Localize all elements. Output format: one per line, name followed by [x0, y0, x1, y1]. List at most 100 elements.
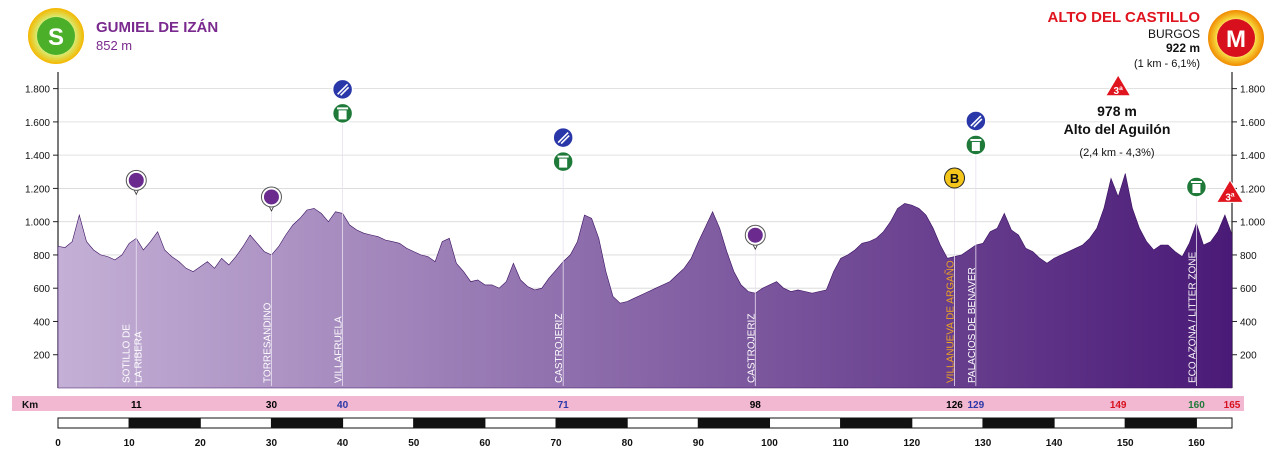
- x-tick-label: 30: [266, 438, 278, 449]
- elevation-profile-area: [57, 173, 1233, 389]
- bin-lid: [557, 155, 569, 158]
- climb-name: Alto del Aguilón: [1064, 121, 1171, 137]
- bin-body: [338, 110, 347, 120]
- y-tick-label-right: 800: [1240, 251, 1257, 262]
- x-tick-label: 150: [1117, 438, 1134, 449]
- climb-triangle: [1215, 179, 1245, 203]
- scale-segment: [199, 417, 272, 429]
- scale-segment: [840, 417, 913, 429]
- place-label: TORRESANDINO: [262, 302, 273, 383]
- km-strip-value: 30: [266, 400, 278, 411]
- bonus-letter: B: [950, 171, 959, 186]
- y-tick-label-right: 600: [1240, 284, 1257, 295]
- y-tick-label-left: 400: [33, 317, 50, 328]
- place-label: PALACIOS DE BENAVER: [967, 267, 978, 383]
- y-axis-left: 200 400 600 800 1.000 1.200 1.400 1.600 1.800: [25, 85, 58, 362]
- start-altitude: 852 m: [96, 38, 132, 53]
- climb-category: 3ª: [1114, 86, 1124, 97]
- km-strip-label: Km: [22, 400, 38, 411]
- start-name: GUMIEL DE IZÁN: [96, 19, 218, 36]
- place-label: VILLANUEVA DE ARGAÑO: [944, 260, 957, 383]
- scale-segment: [697, 417, 771, 429]
- bonus-sprint-icon: B: [944, 167, 966, 189]
- y-tick-label-right: 1.400: [1240, 151, 1265, 162]
- litter-zone-icon: [1185, 176, 1208, 198]
- start-badge: [37, 17, 75, 55]
- litter-zone-icon: [331, 102, 354, 125]
- x-tick-label: 40: [337, 438, 349, 449]
- km-strip-value: 71: [558, 400, 570, 411]
- km-strip-values: 11 30 40 71 98 126 129 149 160 165: [131, 400, 1241, 411]
- place-label: SOTILLO DE: [121, 324, 132, 383]
- x-tick-label: 20: [195, 438, 207, 449]
- km-strip-value: 11: [131, 400, 142, 411]
- y-tick-label-left: 1.200: [25, 184, 50, 195]
- km-strip-value: 126: [946, 400, 963, 411]
- feed-zone-icon: [331, 78, 354, 101]
- scale-segment: [270, 417, 344, 429]
- bin-body: [971, 141, 980, 151]
- place-label: CASTROJERIZ: [554, 314, 565, 383]
- y-tick-label-left: 600: [33, 284, 50, 295]
- feed-zone-icon: [965, 110, 987, 132]
- place-label: LA RIBERA: [133, 331, 144, 383]
- x-tick-label: 60: [479, 438, 491, 449]
- start-badge-letter: S: [48, 24, 64, 51]
- scale-segment: [342, 417, 415, 429]
- pin-dot: [128, 172, 144, 188]
- climb-altitude: 978 m: [1097, 103, 1137, 119]
- scale-segment: [769, 417, 842, 429]
- y-tick-label-right: 1.000: [1240, 218, 1265, 229]
- climb-category-badge: 3ª: [1104, 74, 1132, 97]
- y-axis-right: 200 400 600 800 1.000 1.200 1.400 1.600 1.800: [1232, 85, 1265, 362]
- point-stems: [135, 123, 1197, 386]
- scale-segment: [413, 417, 486, 429]
- y-tick-label-left: 1.000: [25, 218, 50, 229]
- finish-altitude: 922 m: [1166, 41, 1200, 55]
- x-tick-label: 120: [903, 438, 920, 449]
- km-strip-value: 98: [750, 400, 762, 411]
- y-tick-label-left: 1.400: [25, 151, 50, 162]
- y-tick-label-left: 1.800: [25, 85, 50, 96]
- x-tick-label: 160: [1188, 438, 1205, 449]
- x-tick-label: 110: [833, 438, 850, 449]
- scale-segment: [57, 417, 130, 429]
- climb-triangle: [1104, 74, 1132, 97]
- x-tick-label: 130: [975, 438, 992, 449]
- pin-dot: [263, 189, 279, 205]
- start-header: S GUMIEL DE IZÁN 852 m: [28, 8, 218, 64]
- finish-name: ALTO DEL CASTILLO: [1048, 9, 1201, 26]
- town-pin-icon: [125, 169, 147, 196]
- x-tick-label: 80: [622, 438, 634, 449]
- x-tick-label: 100: [761, 438, 778, 449]
- place-label: CASTROJERIZ: [746, 314, 757, 383]
- km-strip-value: 160: [1188, 400, 1205, 411]
- finish-climb-info: (1 km - 6,1%): [1134, 58, 1200, 70]
- bin-lid: [970, 138, 982, 141]
- distance-scale-bar: [57, 417, 1233, 429]
- y-tick-label-right: 200: [1240, 351, 1257, 362]
- finish-badge: [1217, 19, 1255, 57]
- y-tick-label-left: 800: [33, 251, 50, 262]
- finish-header: ALTO DEL CASTILLO BURGOS 922 m (1 km - 6…: [1048, 9, 1264, 70]
- x-tick-label: 50: [408, 438, 420, 449]
- cutlery-glyph: [970, 115, 983, 128]
- x-tick-label: 70: [550, 438, 562, 449]
- km-strip-value: 40: [337, 400, 349, 411]
- x-tick-label: 90: [693, 438, 705, 449]
- place-labels: SOTILLO DE LA RIBERA TORRESANDINO VILLAFRUE…: [121, 252, 1198, 383]
- feed-zone-icon: [552, 126, 574, 149]
- scale-segment: [626, 417, 699, 429]
- scale-segment: [555, 417, 628, 429]
- y-tick-label-right: 1.800: [1240, 85, 1265, 96]
- bin-body: [559, 158, 568, 168]
- bin-body: [1192, 184, 1201, 193]
- litter-zone-icon: [965, 134, 987, 156]
- scale-segment: [1195, 417, 1233, 429]
- town-pin-icon: [744, 224, 766, 251]
- scale-segment: [982, 417, 1055, 429]
- pin-dot: [747, 227, 763, 243]
- x-tick-label: 0: [55, 438, 61, 449]
- cutlery-glyph: [557, 132, 570, 145]
